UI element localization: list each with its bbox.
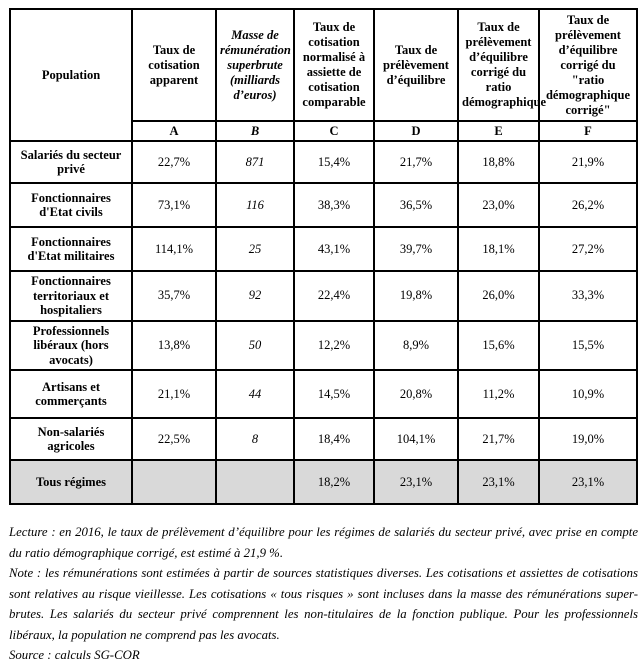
table-cell: 116	[215, 182, 295, 228]
table-row: Salariés du secteur privé 22,7% 871 15,4…	[9, 140, 638, 184]
table-cell: 114,1%	[131, 226, 217, 272]
row-label: Tous régimes	[9, 459, 133, 505]
table-cell: 21,7%	[373, 140, 459, 184]
column-header-f: Taux de prélèvement d’équilibre corrigé …	[538, 8, 638, 122]
table-cell: 92	[215, 270, 295, 322]
table-row: Fonctionnaires d'Etat militaires 114,1% …	[9, 226, 638, 272]
table-row-total: Tous régimes 18,2% 23,1% 23,1% 23,1%	[9, 459, 638, 505]
table-row: Artisans et commerçants 21,1% 44 14,5% 2…	[9, 369, 638, 419]
table-cell: 18,4%	[293, 417, 375, 461]
table-cell: 10,9%	[538, 369, 638, 419]
table-cell: 18,8%	[457, 140, 540, 184]
table-cell: 22,7%	[131, 140, 217, 184]
table-cell: 22,5%	[131, 417, 217, 461]
column-letter-f: F	[538, 120, 638, 142]
table-cell: 36,5%	[373, 182, 459, 228]
column-letter-b: B	[215, 120, 295, 142]
table-cell: 13,8%	[131, 319, 217, 371]
table-cell: 104,1%	[373, 417, 459, 461]
table-row: Professionnels libéraux (hors avocats) 1…	[9, 319, 638, 371]
table-cell: 15,5%	[538, 319, 638, 371]
row-label: Artisans et commerçants	[9, 369, 133, 419]
table-cell: 21,1%	[131, 369, 217, 419]
table-cell: 8	[215, 417, 295, 461]
table-row: Non-salariés agricoles 22,5% 8 18,4% 104…	[9, 417, 638, 461]
methodology-note: Note : les rémunérations sont estimées à…	[9, 566, 638, 642]
table-cell: 15,6%	[457, 319, 540, 371]
table-cell: 23,1%	[373, 459, 459, 505]
table-cell: 14,5%	[293, 369, 375, 419]
column-letter-d: D	[373, 120, 459, 142]
table-cell: 12,2%	[293, 319, 375, 371]
table-cell: 26,2%	[538, 182, 638, 228]
table-cell: 73,1%	[131, 182, 217, 228]
column-header-e: Taux de prélèvement d’équilibre corrigé …	[457, 8, 546, 122]
table-letter-row: A B C D E F	[10, 120, 638, 142]
table-cell: 33,3%	[538, 270, 638, 322]
table-cell	[215, 459, 295, 505]
table-cell: 22,4%	[293, 270, 375, 322]
row-label: Salariés du secteur privé	[9, 140, 133, 184]
table-cell: 18,1%	[457, 226, 540, 272]
lecture-note: Lecture : en 2016, le taux de prélèvemen…	[9, 525, 638, 560]
column-letter-e: E	[457, 120, 540, 142]
row-label: Fonctionnaires d'Etat militaires	[9, 226, 133, 272]
table-cell: 27,2%	[538, 226, 638, 272]
table-cell: 11,2%	[457, 369, 540, 419]
table-cell: 21,7%	[457, 417, 540, 461]
table-cell: 39,7%	[373, 226, 459, 272]
table-cell: 871	[215, 140, 295, 184]
table-row: Fonctionnaires d'Etat civils 73,1% 116 3…	[9, 182, 638, 228]
row-label: Fonctionnaires d'Etat civils	[9, 182, 133, 228]
table-cell	[131, 459, 217, 505]
table-cell: 18,2%	[293, 459, 375, 505]
row-label: Professionnels libéraux (hors avocats)	[9, 319, 133, 371]
table-cell: 25	[215, 226, 295, 272]
table-header-row: Population Taux de cotisation apparent M…	[9, 8, 638, 142]
row-label: Non-salariés agricoles	[9, 417, 133, 461]
table-cell: 43,1%	[293, 226, 375, 272]
table-cell: 19,8%	[373, 270, 459, 322]
table-cell: 38,3%	[293, 182, 375, 228]
table-cell: 21,9%	[538, 140, 638, 184]
source-note: Source : calculs SG-COR	[9, 648, 140, 662]
table-cell: 26,0%	[457, 270, 540, 322]
population-table: Population Taux de cotisation apparent M…	[9, 8, 638, 505]
column-header-d: Taux de prélèvement d’équilibre	[373, 8, 459, 122]
table-row: Fonctionnaires territoriaux et hospitali…	[9, 270, 638, 322]
table-cell: 19,0%	[538, 417, 638, 461]
row-label: Fonctionnaires territoriaux et hospitali…	[9, 270, 133, 322]
column-header-population: Population	[9, 8, 133, 142]
table-cell: 15,4%	[293, 140, 375, 184]
table-cell: 50	[215, 319, 295, 371]
table-cell: 20,8%	[373, 369, 459, 419]
table-cell: 23,0%	[457, 182, 540, 228]
table-cell: 8,9%	[373, 319, 459, 371]
table-cell: 23,1%	[457, 459, 540, 505]
column-header-b: Masse de rémunération superbrute (millia…	[215, 8, 295, 122]
column-header-c: Taux de cotisation normalisé à assiette …	[293, 8, 375, 122]
table-cell: 35,7%	[131, 270, 217, 322]
column-letter-c: C	[293, 120, 375, 142]
column-letter-a: A	[131, 120, 217, 142]
column-header-a: Taux de cotisation apparent	[131, 8, 217, 122]
table-cell: 23,1%	[538, 459, 638, 505]
document-page: Population Taux de cotisation apparent M…	[9, 8, 638, 662]
table-cell: 44	[215, 369, 295, 419]
